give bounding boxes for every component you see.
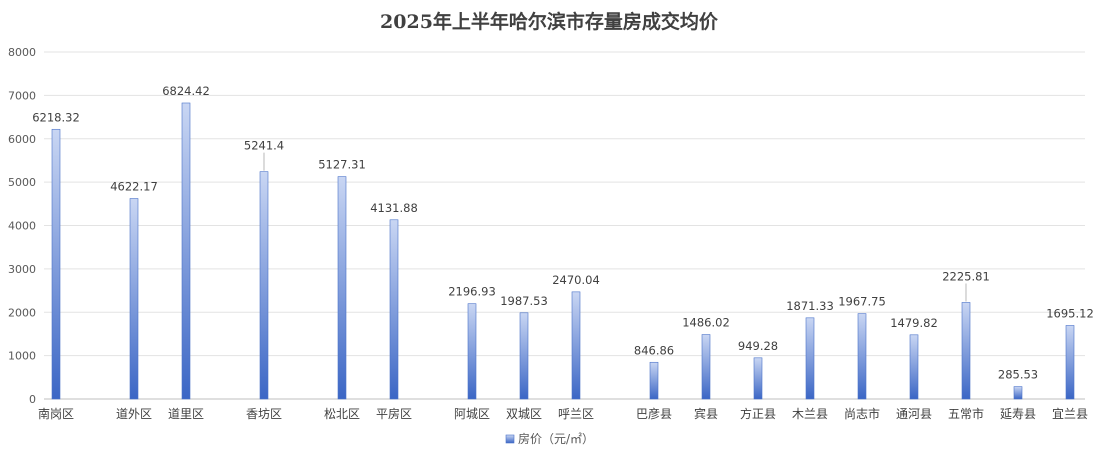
x-tick-label: 五常市 — [948, 406, 984, 421]
grid-lines — [44, 51, 1085, 400]
data-label: 6824.42 — [162, 84, 210, 98]
data-label: 4131.88 — [370, 201, 418, 215]
data-label: 1987.53 — [500, 294, 548, 308]
x-tick-label: 香坊区 — [246, 406, 282, 421]
data-label: 285.53 — [998, 368, 1038, 382]
y-tick-label: 5000 — [8, 176, 36, 189]
bar — [51, 128, 61, 400]
data-label: 1871.33 — [786, 299, 834, 313]
y-axis-ticks: 0 1000 2000 3000 4000 5000 6000 7000 8000 — [8, 46, 36, 406]
data-label: 6218.32 — [32, 110, 80, 124]
y-tick-label: 3000 — [8, 263, 36, 276]
x-tick-label: 道外区 — [116, 407, 152, 421]
x-tick-label: 松北区 — [324, 407, 360, 421]
chart-title: 2025年上半年哈尔滨市存量房成交均价 — [380, 10, 719, 33]
data-label: 1486.02 — [682, 316, 730, 330]
data-label: 5241.4 — [244, 139, 284, 153]
bar — [701, 334, 711, 400]
legend: 房价（元/㎡） — [505, 431, 594, 446]
bar — [1065, 325, 1075, 400]
y-tick-label: 2000 — [8, 306, 36, 319]
x-tick-label: 双城区 — [506, 407, 542, 421]
legend-swatch — [505, 434, 515, 444]
data-label: 2225.81 — [942, 269, 990, 283]
data-label: 2470.04 — [552, 273, 600, 287]
y-tick-label: 4000 — [8, 220, 36, 233]
x-tick-label: 方正县 — [740, 406, 776, 421]
data-label: 1967.75 — [838, 295, 886, 309]
x-tick-label: 木兰县 — [792, 407, 828, 421]
y-tick-label: 0 — [29, 393, 36, 406]
x-tick-label: 平房区 — [376, 406, 412, 421]
x-tick-label: 巴彦县 — [636, 406, 672, 421]
bar — [337, 176, 347, 400]
x-tick-label: 通河县 — [896, 407, 932, 421]
x-tick-label: 宾县 — [694, 406, 718, 421]
x-axis-ticks: 南岗区 道外区 道里区 香坊区 松北区 平房区 阿城区 双城区 呼兰区 巴彦县 宾县 方正县 木兰县 尚志… — [38, 406, 1088, 421]
bar — [259, 171, 269, 400]
bar — [857, 313, 867, 400]
bar — [753, 357, 763, 400]
data-label: 4622.17 — [110, 180, 158, 194]
bars: 6218.32 4622.17 6824.42 5241.4 5127.31 4131.8… — [32, 84, 1094, 400]
bar — [1013, 386, 1023, 400]
x-tick-label: 延寿县 — [1000, 407, 1036, 421]
data-label: 949.28 — [738, 339, 778, 353]
data-label: 846.86 — [634, 343, 674, 357]
bar — [961, 302, 971, 400]
bar — [519, 312, 529, 400]
bar — [181, 102, 191, 400]
y-tick-label: 8000 — [8, 46, 36, 59]
bar — [571, 291, 581, 400]
data-label: 1479.82 — [890, 316, 938, 330]
y-tick-label: 7000 — [8, 89, 36, 102]
x-tick-label: 道里区 — [168, 407, 204, 421]
bar — [649, 361, 659, 400]
x-tick-label: 呼兰区 — [558, 407, 594, 421]
legend-label: 房价（元/㎡） — [518, 431, 594, 446]
bar — [805, 317, 815, 400]
bar — [129, 198, 139, 400]
x-tick-label: 阿城区 — [454, 407, 490, 421]
y-tick-label: 6000 — [8, 133, 36, 146]
bar — [467, 303, 477, 400]
data-label: 5127.31 — [318, 158, 366, 172]
x-tick-label: 宜兰县 — [1052, 406, 1088, 421]
y-tick-label: 1000 — [8, 350, 36, 363]
bar — [389, 219, 399, 400]
x-tick-label: 尚志市 — [844, 406, 880, 421]
data-label: 2196.93 — [448, 285, 496, 299]
bar — [909, 334, 919, 400]
x-tick-label: 南岗区 — [38, 406, 74, 421]
data-label: 1695.12 — [1046, 306, 1094, 320]
